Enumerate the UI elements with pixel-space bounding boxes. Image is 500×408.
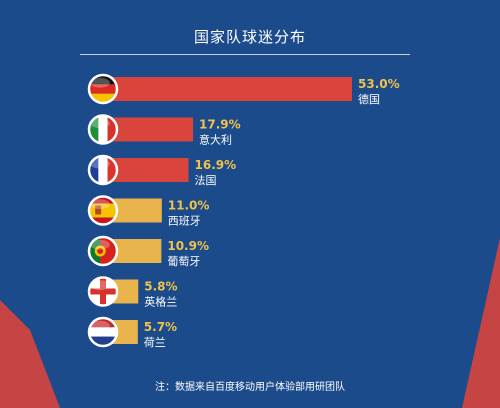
flag-germany-icon [89, 75, 117, 103]
bar-france [112, 158, 189, 182]
bar-category-label: 德国 [358, 92, 380, 106]
flag-gloss [90, 158, 110, 169]
flag-netherlands-icon [89, 318, 117, 346]
bar-category-label: 意大利 [199, 133, 232, 147]
bar-value-label: 10.9% [167, 239, 209, 253]
flag-france-icon [89, 156, 117, 184]
flag-ring [87, 235, 119, 267]
bar-spain [112, 198, 162, 223]
flag-gloss [90, 199, 110, 210]
flag-gloss [90, 239, 110, 250]
flag-gloss [90, 280, 110, 291]
decor-shape-left [0, 300, 60, 408]
bar-value-label: 5.8% [144, 280, 177, 294]
bar-category-label: 法国 [195, 173, 217, 187]
flag-gloss [90, 320, 110, 331]
flag-ring [87, 276, 119, 307]
bar-category-label: 葡萄牙 [167, 255, 200, 268]
chart-title: 国家队球迷分布 [193, 28, 306, 46]
decor-shape-right [462, 238, 500, 408]
bar-value-label: 11.0% [168, 199, 210, 213]
bar-category-label: 西班牙 [168, 215, 201, 228]
bar-germany [112, 77, 352, 101]
bar-portugal [112, 239, 162, 263]
flag-gloss [90, 77, 110, 88]
flag-ring [87, 73, 119, 105]
source-note: 注：数据来自百度移动用户体验部用研团队 [155, 382, 345, 393]
flag-ring [87, 316, 119, 348]
flag-gloss [90, 118, 110, 129]
bar-italy [112, 117, 194, 142]
bar-category-label: 英格兰 [144, 295, 177, 309]
flag-ring [87, 114, 119, 145]
flag-italy-icon [89, 115, 117, 144]
bar-value-label: 16.9% [195, 158, 237, 172]
flag-ring [87, 154, 119, 186]
bar-value-label: 53.0% [358, 77, 400, 91]
title-divider [80, 54, 410, 55]
bar-category-label: 荷兰 [144, 336, 166, 349]
bar-value-label: 5.7% [144, 320, 177, 334]
flag-ring [87, 195, 119, 226]
bar-value-label: 17.9% [199, 118, 241, 132]
